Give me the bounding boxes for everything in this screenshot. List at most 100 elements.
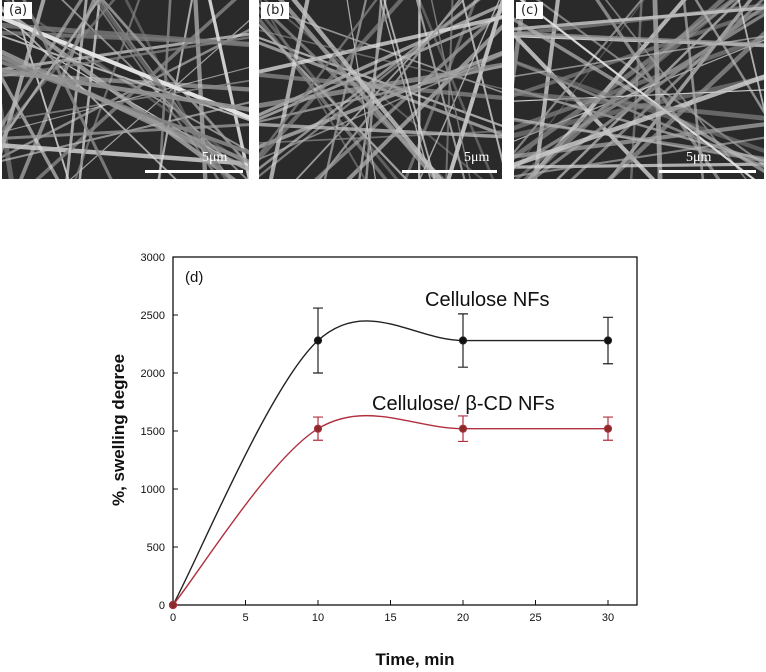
- fiber: [514, 0, 643, 155]
- fiber: [514, 136, 764, 178]
- fiber: [737, 0, 764, 113]
- fiber: [345, 24, 502, 179]
- data-point: [313, 336, 323, 345]
- fiber: [2, 35, 249, 122]
- fiber: [514, 8, 764, 98]
- fiber: [259, 0, 378, 158]
- y-axis-title: %, swelling degree: [109, 354, 128, 506]
- fiber: [604, 0, 747, 179]
- fiber: [514, 118, 764, 160]
- chart-panel-label: (d): [185, 269, 203, 286]
- fiber: [417, 0, 495, 179]
- scale-label-a: 5μm: [202, 150, 228, 165]
- scale-bar-c: [659, 170, 756, 173]
- fiber: [78, 0, 101, 179]
- fiber: [22, 0, 113, 179]
- fiber: [2, 79, 249, 122]
- fiber: [291, 0, 443, 179]
- fiber: [419, 0, 501, 179]
- series-label-cellulose-bcd: Cellulose/ β-CD NFs: [372, 393, 555, 415]
- fiber: [2, 32, 249, 71]
- y-tick-label: 500: [147, 542, 165, 554]
- fiber: [2, 67, 249, 112]
- y-tick-label: 3000: [141, 252, 165, 264]
- fiber: [430, 0, 471, 179]
- fiber: [523, 0, 726, 179]
- fiber: [446, 0, 502, 179]
- y-tick-label: 2000: [141, 368, 165, 380]
- fiber: [74, 0, 141, 179]
- fiber: [514, 17, 764, 174]
- y-tick-label: 1000: [141, 484, 165, 496]
- fiber: [2, 8, 177, 179]
- axes: 0 5 10 15 20 25 30 0 500 1000 1500 2000 2500 3000: [141, 252, 638, 624]
- x-tick-label: 20: [457, 612, 469, 624]
- fiber: [519, 0, 756, 179]
- fiber: [682, 0, 705, 179]
- fiber: [2, 55, 249, 164]
- fiber: [383, 0, 436, 179]
- fiber: [514, 162, 764, 169]
- fiber: [514, 0, 645, 172]
- data-point: [603, 336, 613, 345]
- scale-label-c: 5μm: [686, 150, 712, 165]
- fiber: [2, 123, 249, 140]
- data-point: [458, 424, 468, 433]
- scale-bar-b: [402, 170, 497, 173]
- fiber: [259, 0, 404, 162]
- fiber: [514, 74, 764, 168]
- panel-label-c: (c): [516, 2, 544, 19]
- fiber: [268, 0, 310, 179]
- scale-bar-a: [145, 170, 243, 173]
- fiber: [95, 0, 230, 179]
- x-axis-title: Time, min: [375, 650, 454, 669]
- x-tick-label: 5: [242, 612, 248, 624]
- fiber: [193, 0, 208, 179]
- series-group: [168, 307, 613, 610]
- data-point: [168, 600, 178, 610]
- scale-label-b: 5μm: [464, 150, 490, 165]
- fiber: [2, 74, 60, 179]
- micrograph-b: (b) 5μm: [259, 0, 502, 179]
- y-tick-label: 1500: [141, 426, 165, 438]
- fiber: [2, 0, 100, 142]
- series-line-1: [172, 414, 608, 606]
- series-label-cellulose: Cellulose NFs: [425, 289, 549, 311]
- fiber: [2, 66, 249, 133]
- x-tick-label: 30: [602, 612, 614, 624]
- fiber: [608, 0, 753, 179]
- fiber: [259, 29, 502, 90]
- fiber-texture: [2, 0, 249, 179]
- fiber: [514, 31, 764, 48]
- x-tick-label: 15: [384, 612, 396, 624]
- series-line-0: [172, 320, 608, 606]
- y-tick-label: 2500: [141, 310, 165, 322]
- y-tick-label: 0: [159, 600, 165, 612]
- fiber: [514, 6, 764, 31]
- fiber-texture: [514, 0, 764, 179]
- x-tick-label: 0: [170, 612, 176, 624]
- fiber: [514, 35, 764, 78]
- fiber: [570, 0, 764, 179]
- fiber: [514, 35, 764, 131]
- x-tick-label: 25: [529, 612, 541, 624]
- data-point: [603, 424, 613, 433]
- fiber: [259, 122, 502, 139]
- fiber: [2, 102, 14, 179]
- fiber: [556, 0, 741, 179]
- fiber: [694, 0, 764, 115]
- data-point: [458, 336, 468, 345]
- micrograph-c: (c) 5μm: [514, 0, 764, 179]
- fiber: [318, 0, 462, 179]
- panel-label-a: (a): [4, 2, 33, 19]
- micrograph-a: (a) 5μm: [2, 0, 249, 179]
- fiber: [259, 62, 502, 109]
- fiber: [445, 0, 454, 179]
- fiber: [530, 4, 764, 179]
- fiber: [2, 0, 84, 129]
- x-tick-label: 10: [312, 612, 324, 624]
- swelling-chart: 0 5 10 15 20 25 30 0 500 1000 1500 2000 2500 3000 (d)…: [109, 252, 638, 669]
- fiber: [259, 14, 502, 121]
- fiber: [259, 0, 366, 179]
- fiber: [259, 64, 502, 123]
